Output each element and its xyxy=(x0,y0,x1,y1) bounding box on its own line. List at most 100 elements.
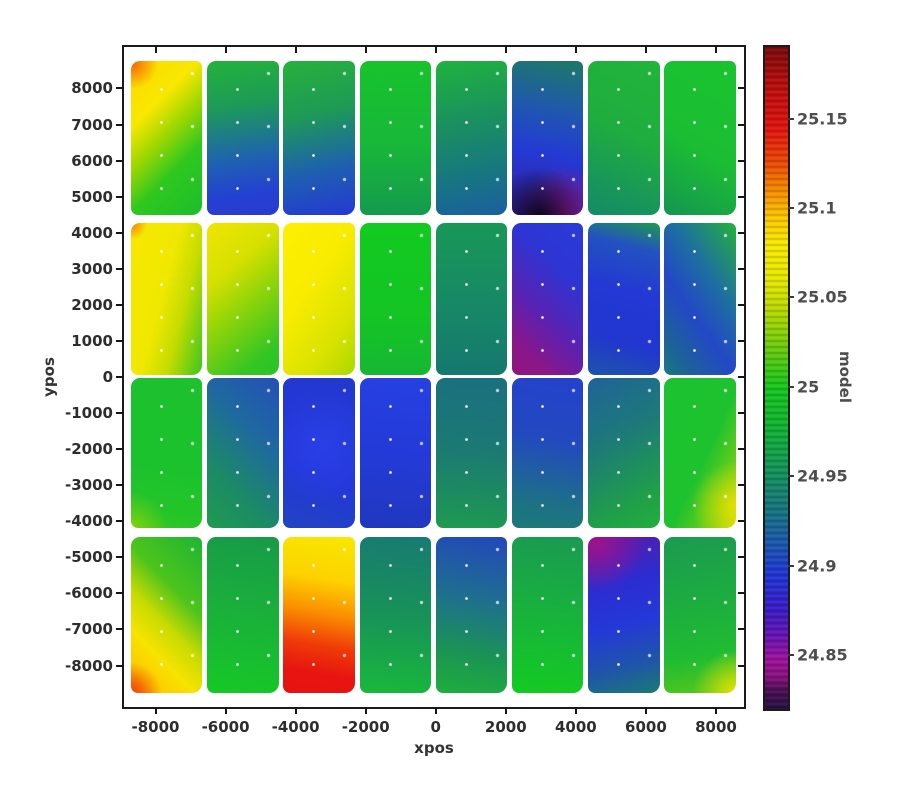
y-tick-label: 7000 xyxy=(71,115,113,134)
y-tick-label: -6000 xyxy=(65,584,113,603)
colorbar-tick-label: 25.15 xyxy=(797,109,848,129)
colorbar-tick xyxy=(788,654,794,657)
y-tick-label: 3000 xyxy=(71,259,113,278)
x-tick-bottom xyxy=(504,707,507,714)
colorbar-tick-label: 25 xyxy=(797,377,820,397)
y-tick-left xyxy=(116,412,124,415)
y-tick-left xyxy=(116,231,124,234)
ccd-patch-r4c5 xyxy=(435,537,508,694)
x-tick-bottom xyxy=(574,707,577,714)
ccd-patch-r3c5 xyxy=(435,378,508,529)
ccd-patch-r2c6 xyxy=(511,222,584,376)
colorbar-tick xyxy=(788,385,794,388)
y-tick-label: -2000 xyxy=(65,440,113,459)
y-tick-left xyxy=(116,159,124,162)
ccd-patch-r2c4 xyxy=(359,222,432,376)
y-tick-right xyxy=(738,412,745,415)
ccd-patch-r4c4 xyxy=(359,537,432,694)
x-tick-bottom xyxy=(154,707,157,714)
x-tick-top xyxy=(574,46,577,53)
y-tick-left xyxy=(116,628,124,631)
ccd-patch-r4c1 xyxy=(131,537,203,694)
y-tick-label: 8000 xyxy=(71,79,113,98)
ccd-patch-r3c4 xyxy=(359,378,432,529)
ccd-patch-r2c1 xyxy=(131,222,203,376)
x-tick-label: 0 xyxy=(430,718,441,736)
y-tick-label: 5000 xyxy=(71,187,113,206)
colorbar-tick-label: 25.05 xyxy=(797,287,848,307)
colorbar-tick xyxy=(788,207,794,210)
y-tick-label: -4000 xyxy=(65,512,113,531)
ccd-patch-r4c8 xyxy=(664,537,737,694)
x-tick-bottom xyxy=(364,707,367,714)
x-tick-label: 4000 xyxy=(554,718,597,736)
ccd-patch-r3c2 xyxy=(207,378,280,529)
ccd-patch-r2c7 xyxy=(588,222,661,376)
y-tick-label: -8000 xyxy=(65,656,113,675)
plot-area: -8000 -6000 -4000 -2000 0 2000 4000 6000 8000 800… xyxy=(65,45,746,736)
y-tick-right xyxy=(738,195,745,198)
y-tick-left xyxy=(116,195,124,198)
x-tick-label: -2000 xyxy=(341,718,390,736)
y-tick-right xyxy=(738,123,745,126)
y-tick-label: -1000 xyxy=(65,404,113,423)
y-tick-left xyxy=(116,484,124,487)
x-tick-bottom xyxy=(224,707,227,714)
ccd-patch-r1c2 xyxy=(207,61,280,216)
colorbar-gradient xyxy=(765,47,788,709)
ccd-patch-r3c3 xyxy=(283,378,356,529)
y-tick-left xyxy=(116,448,124,451)
y-tick-label: 6000 xyxy=(71,151,113,170)
y-tick-left xyxy=(116,592,124,595)
x-tick-top xyxy=(714,46,717,53)
y-tick-left xyxy=(116,267,124,270)
x-tick-bottom xyxy=(644,707,647,714)
y-axis-title: ypos xyxy=(40,357,58,397)
x-tick-top xyxy=(294,46,297,53)
y-tick-right xyxy=(738,159,745,162)
y-tick-right xyxy=(738,592,745,595)
y-tick-left xyxy=(116,664,124,667)
ccd-patch-r2c8 xyxy=(664,222,737,376)
y-tick-right xyxy=(738,376,745,378)
ccd-patch-r2c2 xyxy=(207,222,280,376)
x-tick-bottom xyxy=(294,707,297,714)
y-tick-right xyxy=(738,231,745,234)
y-tick-label: 2000 xyxy=(71,295,113,314)
colorbar-tick xyxy=(788,296,794,299)
y-tick-right xyxy=(738,339,745,342)
ccd-patch-r3c7 xyxy=(588,378,661,529)
ccd-patch-r1c4 xyxy=(359,61,432,216)
y-tick-label: 4000 xyxy=(71,223,113,242)
y-tick-right xyxy=(738,628,745,631)
colorbar-tick-label: 24.95 xyxy=(797,466,848,486)
ccd-patch-r1c5 xyxy=(435,61,508,216)
x-tick-top xyxy=(224,46,227,53)
y-tick-left xyxy=(116,556,124,559)
x-axis-title: xpos xyxy=(414,739,454,757)
y-tick-right xyxy=(738,520,745,523)
ccd-patch-r1c7 xyxy=(588,61,661,216)
ccd-patch-r1c1 xyxy=(131,61,203,216)
y-tick-right xyxy=(738,664,745,667)
x-tick-bottom xyxy=(434,707,437,714)
y-tick-left xyxy=(116,87,124,90)
ccd-patch-r1c3 xyxy=(283,61,356,216)
colorbar-tick xyxy=(788,117,794,120)
y-tick-label: -5000 xyxy=(65,548,113,567)
ccd-patch-r4c3 xyxy=(283,537,356,694)
x-tick-top xyxy=(434,46,437,53)
y-tick-label: 1000 xyxy=(71,331,113,350)
y-tick-left xyxy=(116,520,124,523)
ccd-patch-r4c7 xyxy=(588,537,661,694)
y-tick-label: -3000 xyxy=(65,476,113,495)
ccd-patch-r3c8 xyxy=(664,378,737,529)
x-tick-label: 2000 xyxy=(484,718,527,736)
ccd-patch-r3c1 xyxy=(131,378,203,529)
ccd-patch-r4c6 xyxy=(511,537,584,694)
colorbar-tick-label: 24.9 xyxy=(797,556,837,576)
x-tick-top xyxy=(364,46,367,53)
colorbar-tick xyxy=(788,475,794,478)
ccd-patch-r1c8 xyxy=(664,61,737,216)
